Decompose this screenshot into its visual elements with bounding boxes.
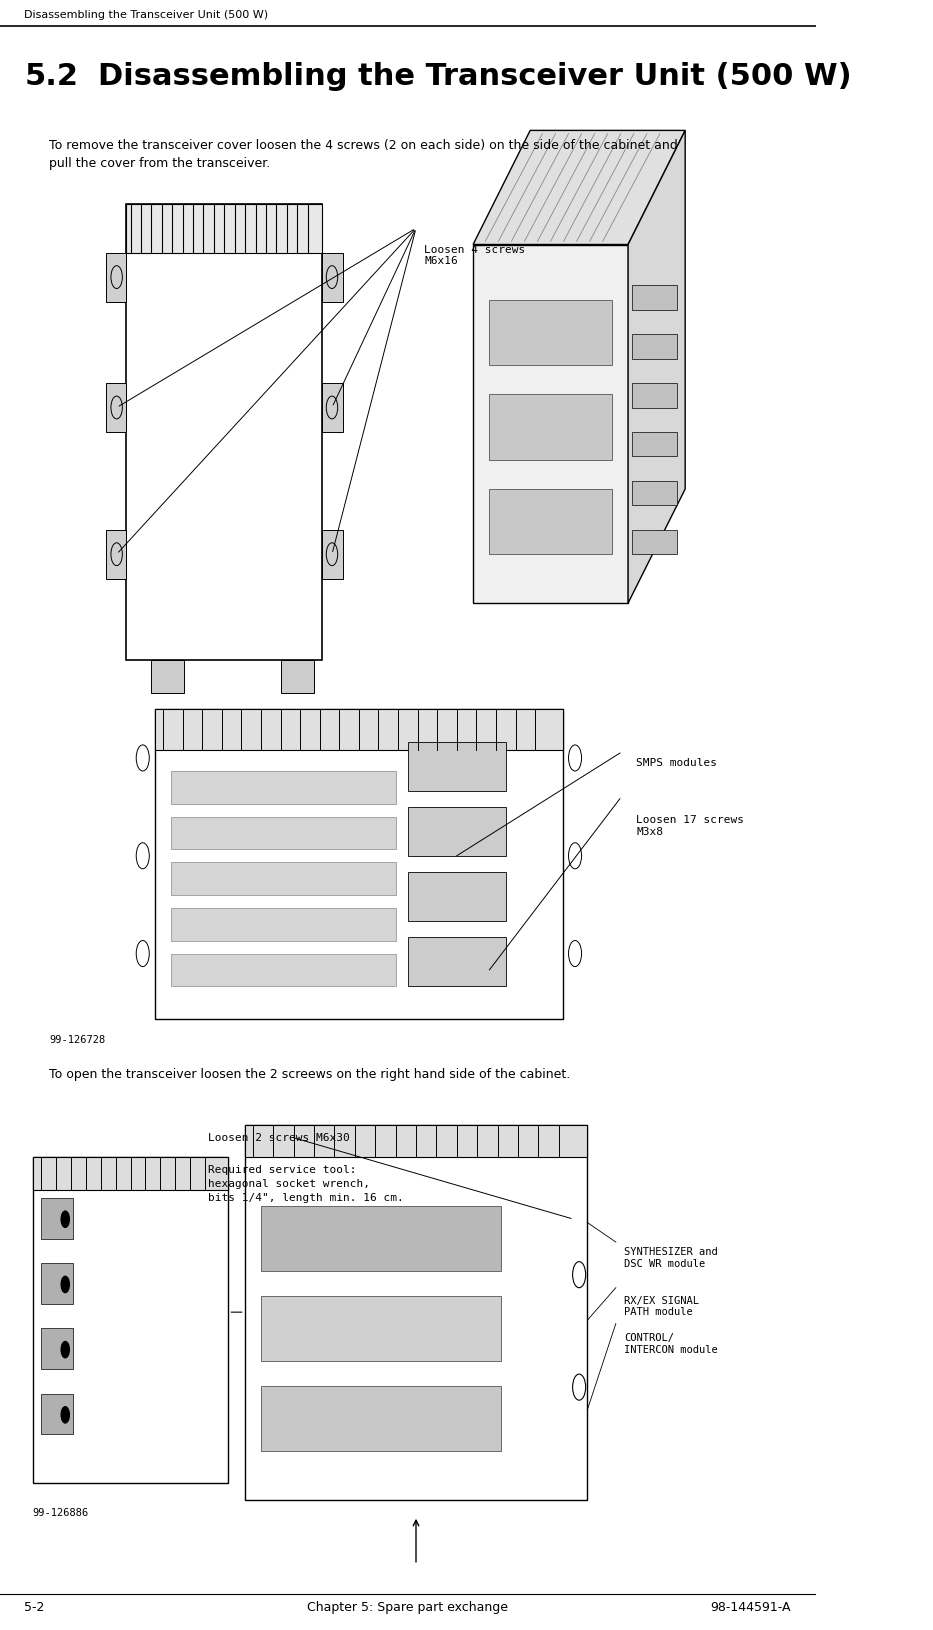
Bar bbox=[261, 1206, 501, 1271]
Polygon shape bbox=[473, 130, 685, 244]
Text: 99-126886: 99-126886 bbox=[33, 1508, 89, 1518]
Bar bbox=[633, 285, 677, 310]
Bar bbox=[633, 334, 677, 359]
Bar bbox=[151, 660, 184, 693]
Bar bbox=[155, 709, 563, 750]
Text: Disassembling the Transceiver Unit (500 W): Disassembling the Transceiver Unit (500 … bbox=[98, 62, 852, 91]
Bar bbox=[172, 908, 396, 941]
Bar bbox=[408, 742, 506, 791]
Text: 5-2: 5-2 bbox=[24, 1601, 45, 1614]
Circle shape bbox=[62, 1407, 69, 1423]
Bar bbox=[127, 204, 322, 660]
Bar bbox=[172, 771, 396, 804]
Bar bbox=[490, 394, 612, 460]
Bar bbox=[172, 817, 396, 849]
Text: Loosen 4 screws
M6x16: Loosen 4 screws M6x16 bbox=[425, 244, 525, 266]
Text: To open the transceiver loosen the 2 screews on the right hand side of the cabin: To open the transceiver loosen the 2 scr… bbox=[49, 1068, 570, 1081]
Text: 5.2: 5.2 bbox=[24, 62, 78, 91]
Bar bbox=[244, 1125, 587, 1500]
Bar bbox=[408, 937, 506, 986]
Bar bbox=[172, 954, 396, 986]
Bar bbox=[633, 383, 677, 408]
Bar bbox=[408, 807, 506, 856]
Text: RX/EX SIGNAL
PATH module: RX/EX SIGNAL PATH module bbox=[624, 1296, 699, 1317]
Bar bbox=[155, 709, 563, 1019]
Bar bbox=[244, 1125, 587, 1157]
Text: Loosen 2 screws M6x30: Loosen 2 screws M6x30 bbox=[208, 1133, 350, 1143]
Text: SMPS modules: SMPS modules bbox=[636, 758, 717, 768]
Polygon shape bbox=[628, 130, 685, 603]
Bar bbox=[172, 862, 396, 895]
Bar bbox=[33, 1157, 229, 1483]
Bar bbox=[633, 432, 677, 456]
Text: 99-126728: 99-126728 bbox=[49, 1035, 105, 1045]
Text: Chapter 5: Spare part exchange: Chapter 5: Spare part exchange bbox=[307, 1601, 508, 1614]
Bar bbox=[408, 872, 506, 921]
Bar bbox=[106, 253, 127, 302]
Bar bbox=[282, 660, 314, 693]
Bar bbox=[633, 481, 677, 505]
Polygon shape bbox=[473, 244, 628, 603]
Text: Required service tool:
hexagonal socket wrench,
bits 1/4", length min. 16 cm.: Required service tool: hexagonal socket … bbox=[208, 1165, 404, 1203]
Bar bbox=[490, 489, 612, 554]
Circle shape bbox=[62, 1341, 69, 1358]
Bar bbox=[322, 530, 342, 579]
Text: CONTROL/
INTERCON module: CONTROL/ INTERCON module bbox=[624, 1333, 717, 1355]
Bar bbox=[490, 300, 612, 365]
Circle shape bbox=[62, 1276, 69, 1293]
Text: To remove the transceiver cover loosen the 4 screws (2 on each side) on the side: To remove the transceiver cover loosen t… bbox=[49, 139, 677, 170]
Bar bbox=[41, 1263, 74, 1304]
Bar bbox=[41, 1394, 74, 1434]
Bar bbox=[261, 1296, 501, 1361]
Text: Loosen 17 screws
M3x8: Loosen 17 screws M3x8 bbox=[636, 815, 745, 836]
Bar bbox=[322, 383, 342, 432]
Bar bbox=[41, 1328, 74, 1369]
Bar bbox=[106, 383, 127, 432]
Bar bbox=[127, 204, 322, 253]
Bar bbox=[106, 530, 127, 579]
Bar bbox=[41, 1198, 74, 1239]
Text: Disassembling the Transceiver Unit (500 W): Disassembling the Transceiver Unit (500 … bbox=[24, 10, 269, 20]
Bar bbox=[261, 1386, 501, 1451]
Circle shape bbox=[62, 1211, 69, 1227]
Text: SYNTHESIZER and
DSC WR module: SYNTHESIZER and DSC WR module bbox=[624, 1247, 717, 1268]
Bar bbox=[633, 530, 677, 554]
Bar bbox=[322, 253, 342, 302]
Bar bbox=[33, 1157, 229, 1190]
Text: 98-144591-A: 98-144591-A bbox=[711, 1601, 791, 1614]
